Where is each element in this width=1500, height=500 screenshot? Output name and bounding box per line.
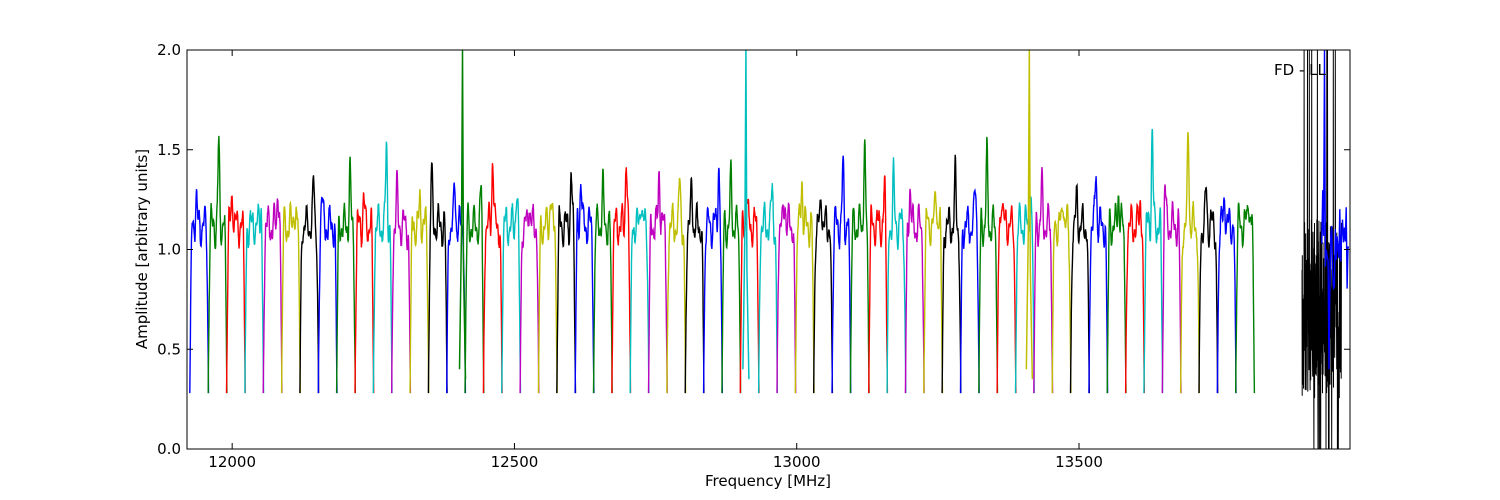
- series-band-line: [335, 156, 356, 394]
- x-tick-label: 13500: [1055, 453, 1103, 471]
- series-band-line: [244, 203, 265, 394]
- series-band-line: [978, 136, 999, 394]
- series-band-line: [941, 154, 962, 394]
- series-band-line: [1161, 184, 1182, 394]
- series-band-line: [794, 181, 815, 394]
- series-band-line: [1124, 200, 1145, 394]
- series-band-line: [280, 200, 301, 394]
- x-axis-label: Frequency [MHz]: [705, 472, 831, 490]
- spike-line: [458, 50, 467, 380]
- y-tick-label: 2.0: [157, 41, 181, 59]
- series-band-line: [611, 167, 632, 394]
- series-band-line: [849, 139, 870, 394]
- series-band-line: [1088, 176, 1109, 394]
- series-band-line: [1106, 195, 1127, 394]
- series-band-line: [776, 202, 797, 394]
- series-band-line: [1143, 128, 1164, 394]
- series-band-line: [739, 198, 760, 394]
- series-band-line: [629, 207, 650, 394]
- series-band-line: [482, 163, 503, 394]
- series-band-line: [556, 171, 577, 394]
- series-band-line: [354, 191, 375, 394]
- series-band-line: [262, 198, 283, 394]
- series-band-line: [959, 188, 980, 394]
- series-band-line: [574, 184, 595, 394]
- series-band-line: [1014, 196, 1035, 394]
- series-band-line: [225, 195, 246, 394]
- spike-line: [742, 50, 750, 380]
- series-band-line: [446, 182, 467, 394]
- noise-series-line: [1301, 50, 1342, 449]
- series-band-line: [868, 175, 889, 394]
- series-band-line: [317, 196, 338, 394]
- series-band-line: [666, 177, 687, 394]
- series-band-line: [1179, 132, 1200, 394]
- y-tick-label: 0.0: [157, 440, 181, 458]
- series-band-line: [1051, 203, 1072, 394]
- series-band-line: [1216, 197, 1237, 394]
- y-tick-label: 1.5: [157, 141, 181, 159]
- series-band-line: [1069, 182, 1090, 394]
- series-band-line: [189, 189, 210, 394]
- series-band-line: [207, 135, 228, 394]
- series-band-line: [831, 155, 852, 394]
- y-tick-label: 1.0: [157, 241, 181, 259]
- series-band-line: [996, 203, 1017, 394]
- series-band-line: [721, 159, 742, 394]
- series-band-line: [299, 175, 320, 394]
- series-band-line: [501, 198, 522, 394]
- series-band-line: [1033, 167, 1054, 394]
- spike-line: [1025, 50, 1034, 380]
- series-band-line: [519, 203, 540, 394]
- series-band-line: [464, 185, 485, 394]
- series-band-line: [702, 167, 723, 394]
- annotation-label: FD - LL: [1274, 61, 1326, 79]
- series-band-line: [391, 169, 412, 394]
- series-band-line: [886, 157, 907, 394]
- series-band-line: [647, 171, 668, 394]
- series-band-line: [372, 141, 393, 394]
- series-band-line: [684, 176, 705, 394]
- series-layer: [189, 50, 1349, 449]
- x-tick-label: 12000: [208, 453, 256, 471]
- x-tick-label: 13000: [773, 453, 821, 471]
- y-tick-label: 0.5: [157, 340, 181, 358]
- series-band-line: [427, 161, 448, 394]
- tail-series-line: [1321, 50, 1349, 370]
- axis-ticks: 12000 12500 13000 13500 0.0 0.5 1.0 1.5 2.0: [157, 41, 1350, 471]
- series-band-line: [757, 183, 778, 394]
- series-band-line: [1235, 202, 1256, 394]
- series-band-line: [409, 189, 430, 394]
- series-band-line: [1198, 186, 1219, 394]
- y-axis-label: Amplitude [arbitrary units]: [133, 149, 151, 349]
- plot-frame: [186, 49, 1351, 450]
- series-band-line: [813, 199, 834, 394]
- series-band-line: [592, 168, 613, 394]
- series-band-line: [923, 190, 944, 394]
- x-tick-label: 12500: [491, 453, 539, 471]
- series-band-line: [537, 202, 558, 394]
- series-band-line: [904, 188, 925, 394]
